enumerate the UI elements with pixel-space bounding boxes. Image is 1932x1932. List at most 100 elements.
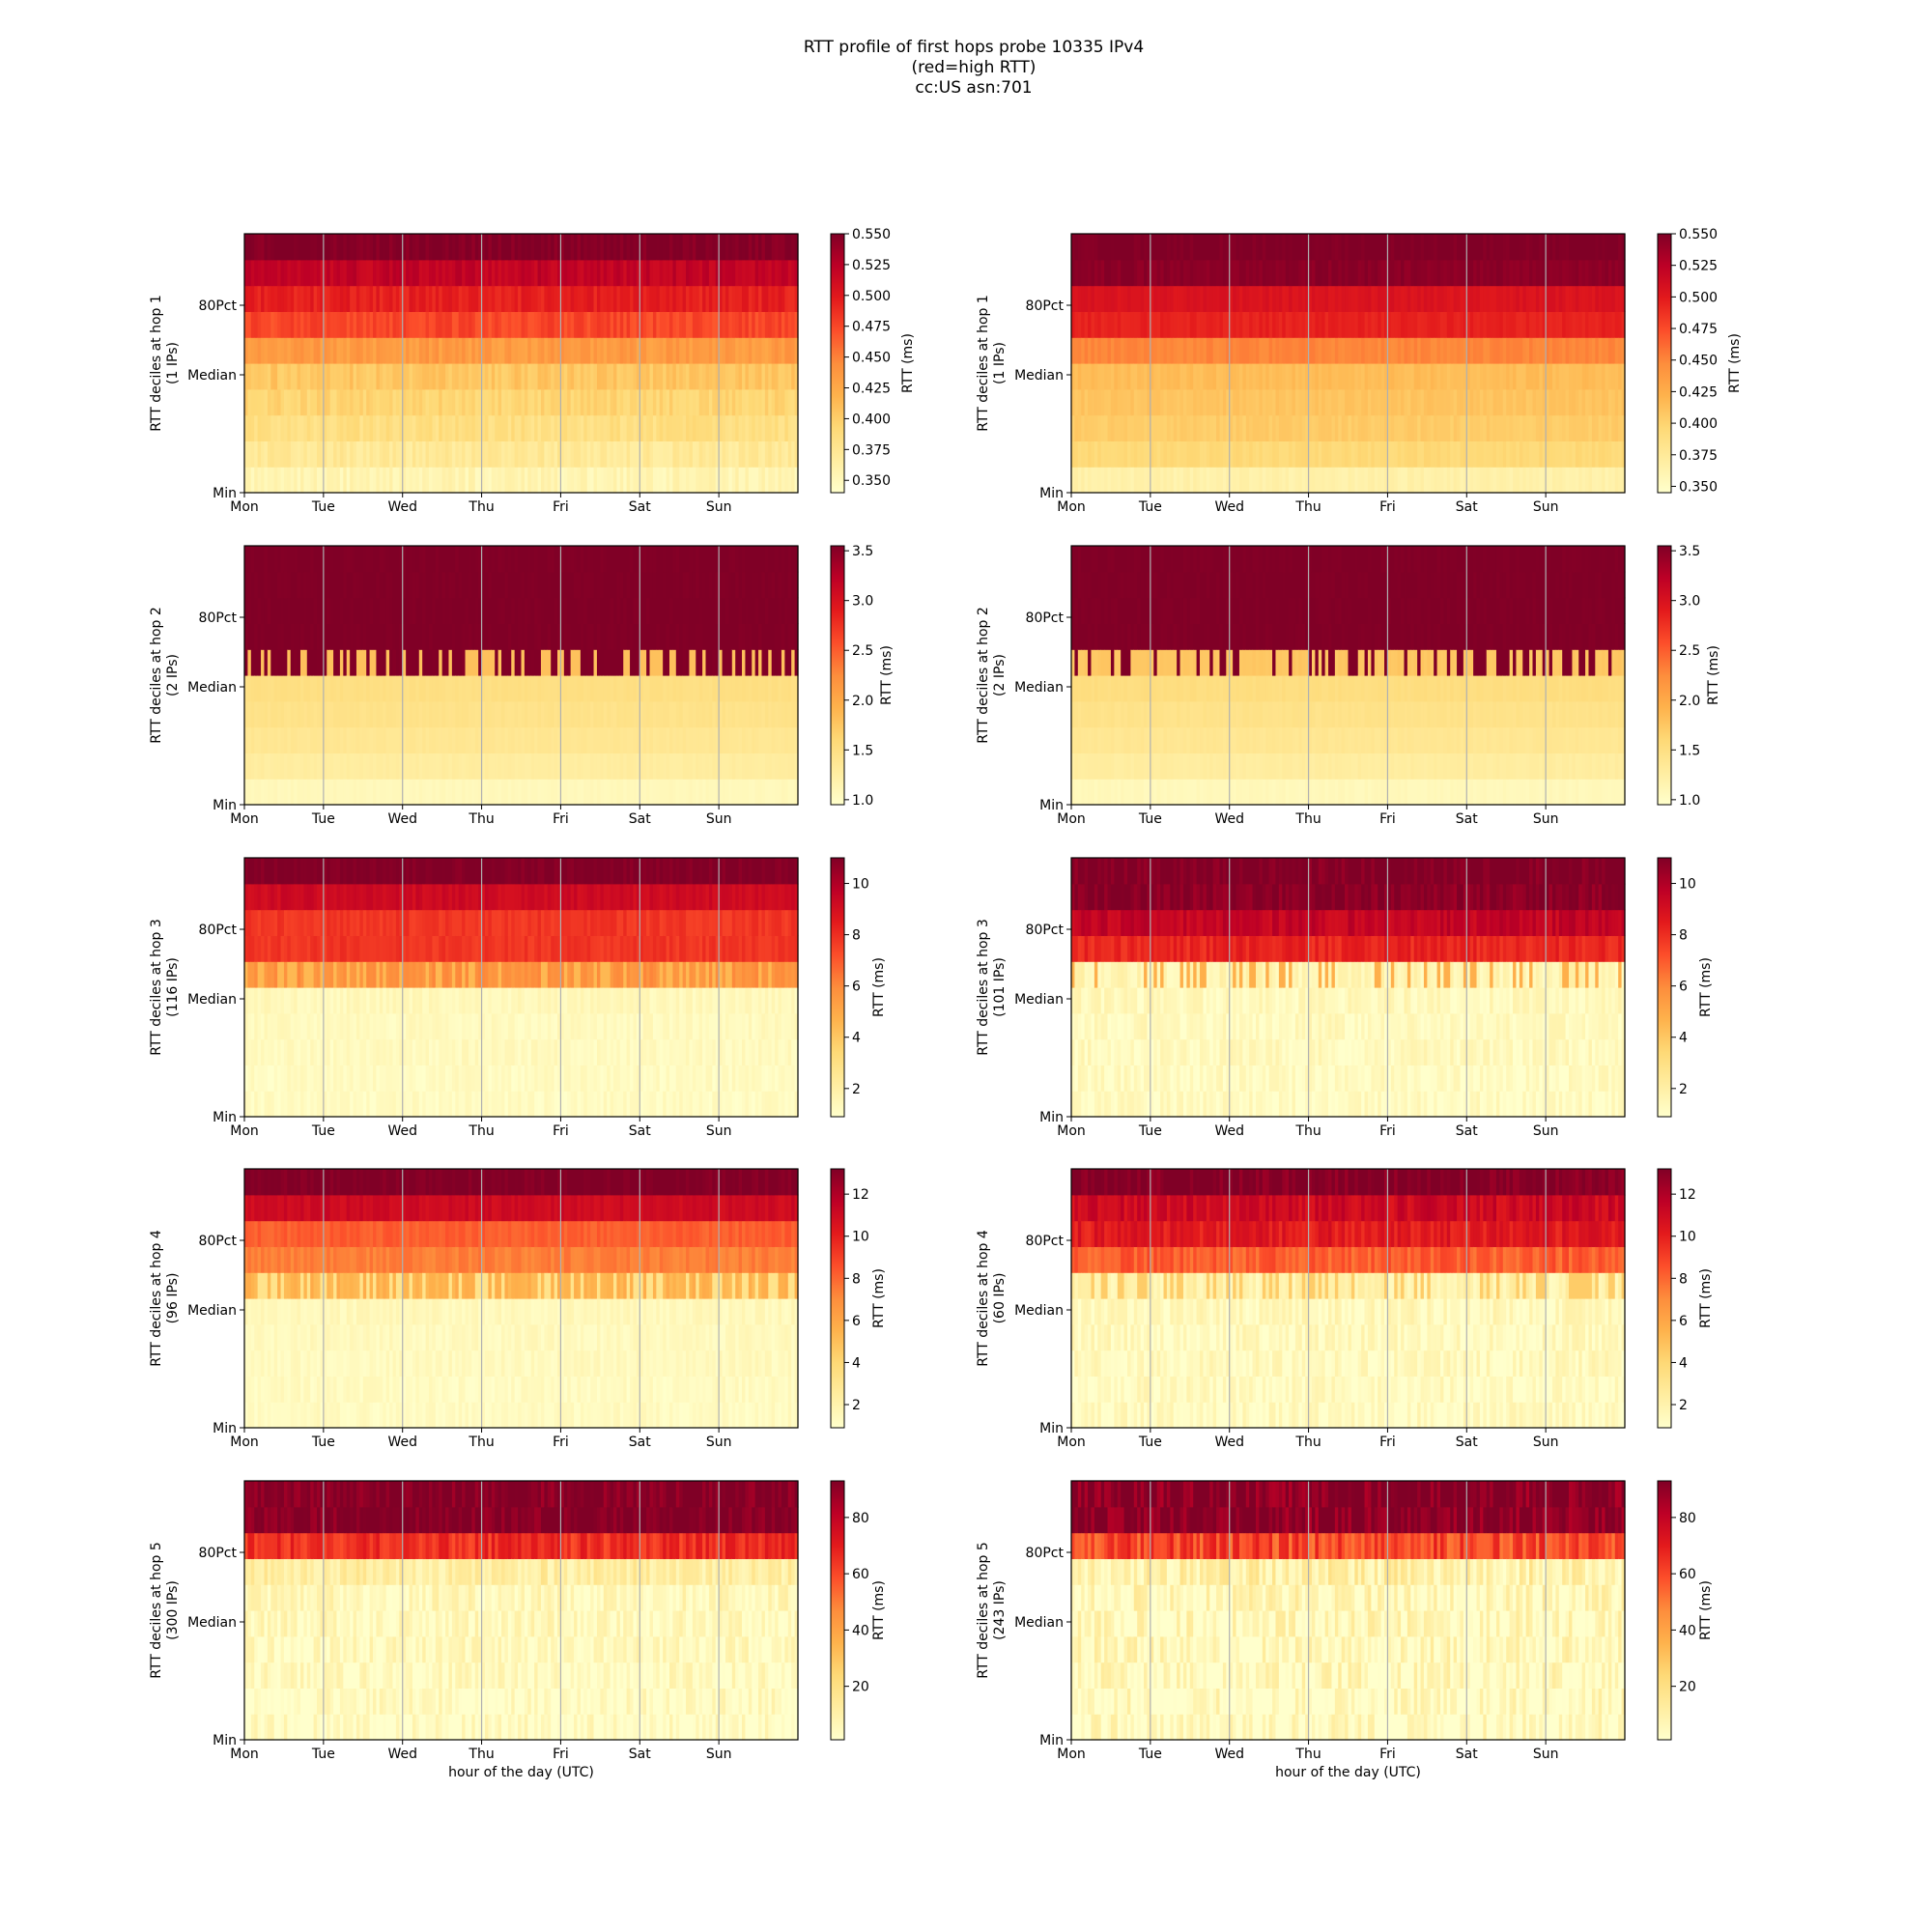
heatmap-cell — [273, 337, 278, 364]
heatmap-cell — [399, 363, 404, 390]
heatmap-cell — [728, 546, 733, 573]
heatmap-cell — [441, 311, 446, 338]
heatmap-cell — [689, 675, 694, 702]
heatmap-cell — [682, 700, 687, 728]
heatmap-cell — [544, 311, 549, 338]
heatmap-cell — [362, 337, 367, 364]
heatmap-cell — [527, 414, 532, 441]
heatmap-cell — [1618, 259, 1623, 287]
heatmap-cell — [435, 363, 440, 390]
heatmap-cell — [511, 311, 516, 338]
heatmap-cell — [663, 779, 668, 806]
heatmap-cell — [1285, 311, 1290, 338]
heatmap-cell — [610, 363, 614, 390]
heatmap-cell — [468, 649, 472, 676]
heatmap-cell — [1173, 259, 1178, 287]
heatmap-cell — [1614, 285, 1619, 312]
heatmap-cell — [600, 571, 605, 599]
heatmap-cell — [1591, 467, 1596, 494]
heatmap-cell — [373, 726, 378, 753]
heatmap-cell — [761, 440, 766, 468]
heatmap-cell — [626, 700, 631, 728]
heatmap-cell — [1525, 388, 1530, 416]
heatmap-cell — [586, 726, 591, 753]
heatmap-cell — [1420, 440, 1425, 468]
heatmap-cell — [451, 285, 456, 312]
heatmap-cell — [567, 414, 572, 441]
heatmap-cell — [336, 388, 341, 416]
heatmap-cell — [686, 623, 691, 650]
heatmap-cell — [441, 285, 446, 312]
heatmap-cell — [580, 649, 584, 676]
heatmap-cell — [692, 285, 696, 312]
heatmap-cell — [1476, 285, 1481, 312]
heatmap-cell — [1387, 234, 1392, 261]
heatmap-cell — [610, 779, 614, 806]
heatmap-cell — [283, 467, 288, 494]
heatmap-cell — [343, 467, 348, 494]
heatmap-cell — [1469, 234, 1474, 261]
heatmap-cell — [254, 259, 259, 287]
heatmap-cell — [551, 259, 555, 287]
heatmap-cell — [1621, 234, 1626, 261]
heatmap-cell — [504, 285, 509, 312]
heatmap-cell — [530, 597, 535, 624]
heatmap-cell — [455, 571, 460, 599]
heatmap-cell — [458, 363, 463, 390]
heatmap-cell — [719, 337, 724, 364]
heatmap-cell — [323, 623, 327, 650]
heatmap-cell — [1088, 440, 1093, 468]
heatmap-cell — [290, 623, 295, 650]
heatmap-cell — [432, 259, 437, 287]
heatmap-cell — [261, 726, 266, 753]
heatmap-cell — [1117, 311, 1122, 338]
heatmap-cell — [742, 623, 747, 650]
heatmap-cell — [1334, 234, 1339, 261]
heatmap-cell — [698, 571, 703, 599]
heatmap-cell — [376, 234, 381, 261]
heatmap-cell — [659, 363, 664, 390]
heatmap-cell — [715, 753, 720, 780]
heatmap-cell — [1354, 234, 1359, 261]
heatmap-cell — [406, 234, 411, 261]
heatmap-cell — [557, 363, 562, 390]
heatmap-cell — [261, 571, 266, 599]
heatmap-cell — [1275, 363, 1280, 390]
heatmap-hop1-right — [1071, 234, 1626, 494]
heatmap-cell — [1160, 440, 1165, 468]
heatmap-cell — [1476, 440, 1481, 468]
heatmap-cell — [1074, 388, 1079, 416]
heatmap-cell — [1440, 311, 1445, 338]
heatmap-cell — [1357, 337, 1362, 364]
heatmap-cell — [369, 675, 374, 702]
heatmap-cell — [250, 700, 255, 728]
heatmap-cell — [731, 726, 736, 753]
heatmap-cell — [1476, 259, 1481, 287]
heatmap-cell — [735, 414, 740, 441]
heatmap-cell — [385, 597, 390, 624]
heatmap-cell — [610, 753, 614, 780]
heatmap-cell — [623, 414, 628, 441]
heatmap-cell — [1137, 363, 1142, 390]
heatmap-cell — [439, 726, 443, 753]
heatmap-cell — [299, 259, 304, 287]
heatmap-cell — [728, 440, 733, 468]
heatmap-cell — [1348, 234, 1352, 261]
heatmap-cell — [1466, 388, 1471, 416]
heatmap-cell — [250, 311, 255, 338]
heatmap-cell — [715, 700, 720, 728]
heatmap-cell — [1117, 388, 1122, 416]
heatmap-cell — [313, 649, 318, 676]
heatmap-cell — [294, 311, 298, 338]
heatmap-cell — [323, 234, 327, 261]
heatmap-cell — [385, 311, 390, 338]
heatmap-cell — [1133, 234, 1138, 261]
heatmap-cell — [379, 337, 384, 364]
heatmap-cell — [563, 234, 568, 261]
heatmap-cell — [1509, 440, 1514, 468]
heatmap-cell — [1305, 311, 1310, 338]
heatmap-cell — [412, 414, 416, 441]
heatmap-cell — [652, 467, 657, 494]
heatmap-cell — [639, 337, 644, 364]
heatmap-cell — [567, 779, 572, 806]
